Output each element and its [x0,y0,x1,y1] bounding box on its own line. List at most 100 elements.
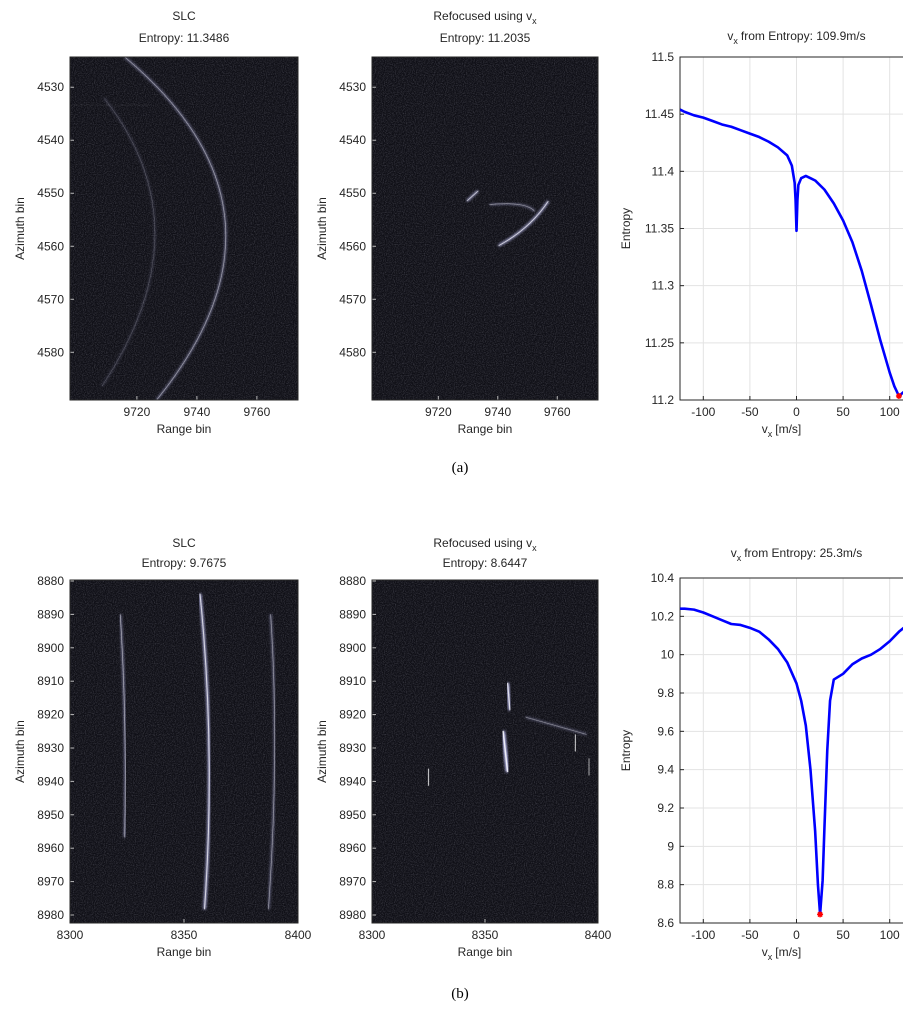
x-tick-label: 50 [836,928,850,942]
chart-title-part: x [532,543,537,553]
y-tick-label: 8.6 [657,916,674,930]
y-tick-label: 4530 [339,80,366,94]
x-axis-label: Range bin [458,945,513,959]
y-tick-label: 8900 [339,641,366,655]
chart-title-part: v [727,29,733,43]
y-tick-label: 8910 [37,674,64,688]
chart-title-part: x [733,36,738,46]
chart-title: SLC [172,536,196,550]
series-group [680,607,903,916]
x-tick-label: 8350 [472,928,499,942]
image-streak [124,57,227,400]
image-streak-core [489,203,535,212]
y-tick-label: 4540 [37,133,64,147]
y-tick-label: 8920 [339,708,366,722]
y-axis-label: Azimuth bin [315,720,329,783]
y-tick-label: 9.8 [657,686,674,700]
image-noise [372,57,598,400]
chart-title-part: SLC [172,536,196,550]
image-noise [372,580,598,923]
axes-box [69,579,299,924]
x-axis-label: vx [m/s] [762,945,802,962]
y-tick-label: 8970 [37,875,64,889]
image-streak-core [124,57,226,400]
y-tick-label: 11.2 [652,393,675,407]
image-content [427,682,591,786]
y-tick-label: 9.4 [657,763,674,777]
x-tick-label: 8300 [57,928,84,942]
axes-box [679,56,903,401]
y-tick-label: 8950 [37,808,64,822]
x-axis-label: Range bin [157,945,212,959]
y-tick-label: 8980 [339,908,366,922]
image-streak [101,97,156,387]
y-tick-label: 8970 [339,875,366,889]
x-tick-label: 8350 [171,928,198,942]
image-content [70,57,227,400]
x-tick-label: 8400 [285,928,312,942]
minimum-marker [895,392,902,399]
chart-title-part: from Entropy: 109.9m/s [741,29,866,43]
y-tick-label: 11.5 [652,50,675,64]
x-tick-label: -100 [691,405,715,419]
chart-subtitle: Entropy: 9.7675 [142,556,227,570]
axes-box [69,56,299,401]
caption: (a) [452,460,469,476]
x-axis-label: Range bin [458,422,513,436]
series-group [680,108,903,398]
image-streak [489,202,536,212]
chart-title: SLC [172,9,196,23]
line-series [680,108,903,398]
x-tick-label: -100 [691,928,715,942]
y-tick-label: 4570 [37,292,64,306]
y-tick-label: 9.6 [657,724,674,738]
x-axis-label-part: x [768,429,773,439]
y-tick-label: 8880 [339,574,366,588]
y-tick-label: 8950 [339,808,366,822]
axes-box [371,56,599,401]
x-tick-label: 9740 [484,405,511,419]
x-axis-label-part: Range bin [458,422,513,436]
x-tick-label: -50 [741,405,759,419]
image-noise [70,580,298,923]
x-axis-label-part: [m/s] [775,422,801,436]
y-tick-label: 11.4 [652,164,675,178]
x-tick-label: 9760 [244,405,271,419]
line-series [680,607,903,916]
x-tick-label: 9720 [124,405,151,419]
x-axis-label-part: Range bin [458,945,513,959]
chart-title: vx from Entropy: 25.3m/s [731,546,863,563]
x-axis-label-part: v [762,945,768,959]
y-axis-label: Azimuth bin [13,720,27,783]
y-tick-label: 8940 [339,774,366,788]
image-streak-core [502,730,509,773]
x-axis-label: vx [m/s] [762,422,802,439]
chart-title: Refocused using vx [433,536,537,553]
y-tick-label: 10.4 [651,571,675,585]
chart-subtitle: Entropy: 8.6447 [443,556,528,570]
y-tick-label: 8920 [37,708,64,722]
axes-box [371,579,599,924]
y-tick-label: 11.3 [652,279,675,293]
x-tick-label: 9720 [425,405,452,419]
x-tick-label: 8300 [359,928,386,942]
y-tick-label: 8930 [339,741,366,755]
axes-box [679,577,903,924]
y-tick-label: 4580 [339,345,366,359]
y-tick-label: 10 [661,648,675,662]
chart-title-part: v [731,546,737,560]
y-tick-label: 8890 [339,607,366,621]
y-tick-label: 4530 [37,80,64,94]
y-tick-label: 4550 [37,186,64,200]
image-streak [525,716,587,736]
x-tick-label: -50 [741,928,759,942]
y-tick-label: 9.2 [657,801,674,815]
x-axis-label-part: x [768,952,773,962]
x-tick-label: 0 [793,928,800,942]
y-axis-label: Entropy [619,208,633,249]
minimum-marker [817,911,824,918]
image-streak-core [498,200,549,247]
image-noise [70,57,298,400]
y-tick-label: 8980 [37,908,64,922]
